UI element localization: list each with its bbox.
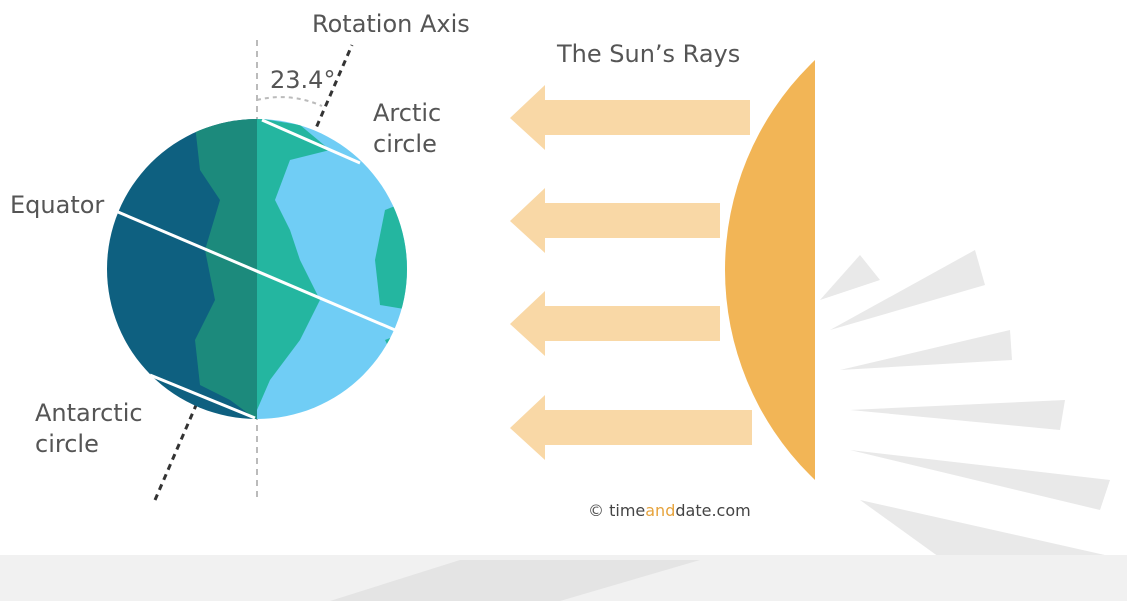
antarctic-label: Antarctic (35, 399, 143, 427)
sun-rays (510, 85, 752, 460)
watermark (0, 250, 1127, 601)
angle-arc (256, 96, 323, 107)
sun-rays-label: The Sun’s Rays (556, 40, 740, 68)
credit-part: and (645, 501, 675, 520)
arctic-label: Arctic (373, 99, 441, 127)
credit-part: time (609, 501, 645, 520)
sun (725, 60, 815, 480)
arctic-label: circle (373, 130, 437, 158)
rotation-axis-label: Rotation Axis (312, 10, 470, 38)
credit: © timeanddate.com (588, 501, 751, 520)
equator-label: Equator (10, 191, 104, 219)
antarctic-label: circle (35, 430, 99, 458)
credit-part: date.com (675, 501, 750, 520)
tilt-angle-label: 23.4° (270, 66, 335, 94)
latitude-lines (117, 118, 396, 420)
credit-symbol: © (588, 501, 604, 520)
